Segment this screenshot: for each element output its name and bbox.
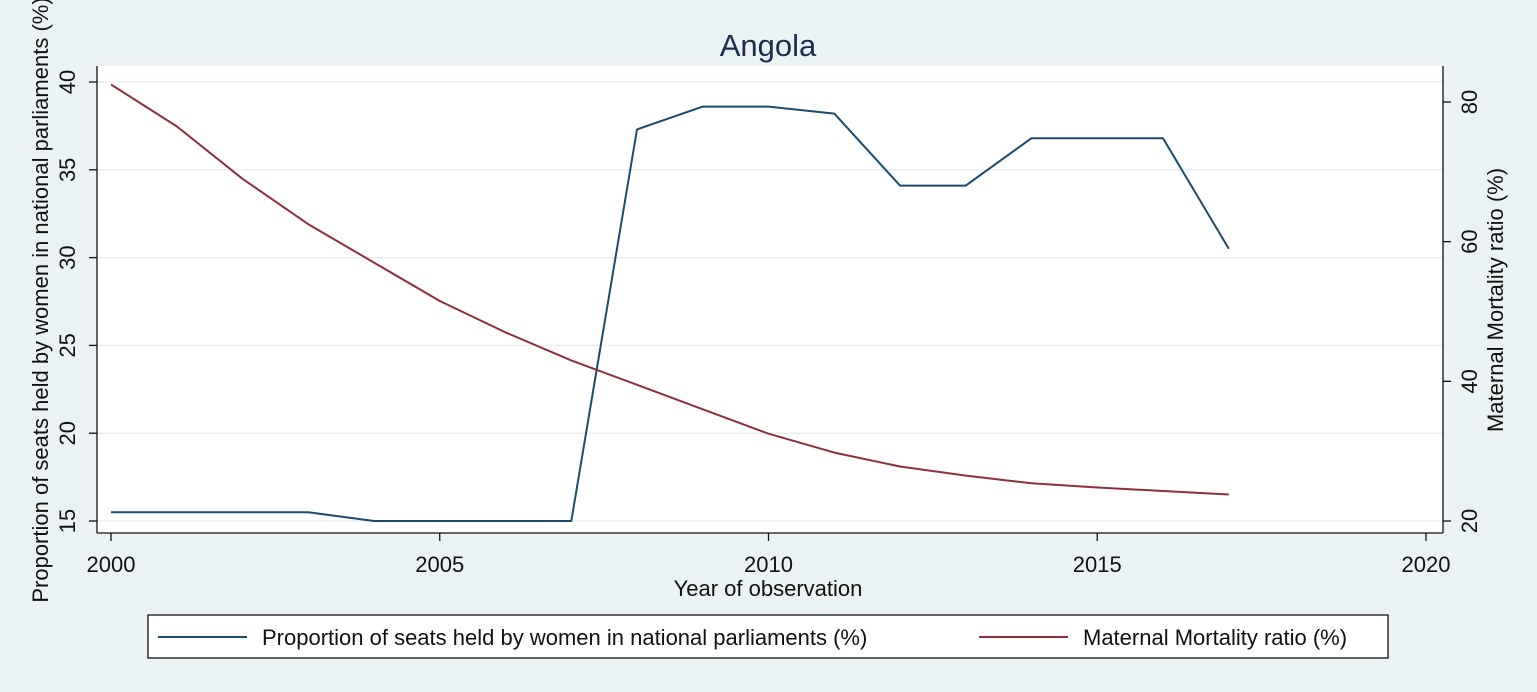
x-tick-label: 2020 — [1402, 552, 1451, 577]
series-line-maternal-mortality — [110, 83, 1229, 496]
y-axis-label-left: Proportion of seats held by women in nat… — [28, 0, 53, 603]
y-tick-label-right: 40 — [1457, 369, 1482, 393]
x-tick-label: 2010 — [744, 552, 793, 577]
y-tick-label-right: 80 — [1457, 90, 1482, 114]
x-tick-label: 2000 — [87, 552, 136, 577]
legend-label-maternal-mortality: Maternal Mortality ratio (%) — [1083, 625, 1347, 650]
axes: 2000 2005 2010 2015 2020 15 20 25 30 35 40 20 40 60 80 — [55, 66, 1482, 577]
y-tick-label-left: 20 — [55, 421, 80, 445]
y-tick-label-right: 60 — [1457, 229, 1482, 253]
series-line-women-seats — [111, 105, 1230, 522]
series-lines — [110, 83, 1230, 522]
y-tick-label-right: 20 — [1457, 509, 1482, 533]
y-tick-label-left: 35 — [55, 158, 80, 182]
legend-label-women-seats: Proportion of seats held by women in nat… — [262, 625, 867, 650]
y-tick-label-left: 15 — [55, 509, 80, 533]
y-axis-label-right: Maternal Mortality ratio (%) — [1483, 168, 1508, 432]
x-tick-label: 2005 — [415, 552, 464, 577]
y-tick-label-left: 30 — [55, 245, 80, 269]
gridlines — [97, 81, 1443, 522]
chart-title: Angola — [720, 28, 817, 63]
x-tick-label: 2015 — [1073, 552, 1122, 577]
plot-area — [97, 66, 1443, 533]
y-tick-label-left: 25 — [55, 333, 80, 357]
legend-box — [147, 614, 1389, 659]
y-tick-label-left: 40 — [55, 70, 80, 94]
x-axis-label: Year of observation — [674, 576, 863, 601]
legend: Proportion of seats held by women in nat… — [147, 614, 1389, 659]
